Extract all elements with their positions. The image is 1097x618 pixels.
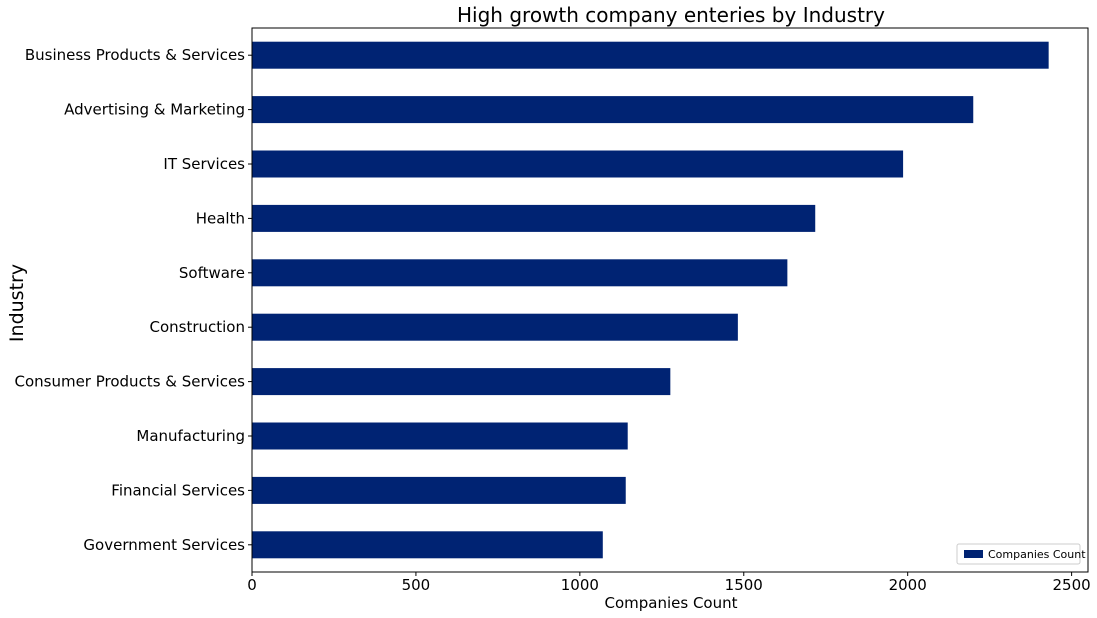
x-tick-label: 1000	[561, 576, 599, 594]
x-tick-label: 2000	[889, 576, 927, 594]
bar-9	[252, 531, 603, 559]
bar-3	[252, 204, 816, 232]
bar-8	[252, 476, 626, 504]
chart-title: High growth company enteries by Industry	[457, 3, 885, 27]
legend-label: Companies Count	[988, 548, 1086, 561]
bar-5	[252, 313, 738, 341]
x-tick-label: 500	[402, 576, 431, 594]
bars-group	[252, 41, 1049, 559]
x-axis-ticks: 0 500 1000 1500 2000 2500	[247, 572, 1091, 594]
category-label: Manufacturing	[136, 427, 245, 445]
category-label: Business Products & Services	[25, 46, 245, 64]
legend-box	[956, 543, 1081, 565]
category-label: Financial Services	[111, 481, 245, 499]
x-tick-label: 2500	[1053, 576, 1091, 594]
category-label: Construction	[149, 318, 245, 336]
bar-4	[252, 259, 788, 287]
bar-6	[252, 368, 671, 396]
x-tick-label: 0	[247, 576, 257, 594]
legend: Companies Count	[956, 543, 1086, 565]
x-tick-label: 1500	[725, 576, 763, 594]
legend-swatch	[964, 550, 983, 558]
category-label: Consumer Products & Services	[14, 373, 245, 391]
category-label: Software	[179, 264, 245, 282]
category-label: Advertising & Marketing	[64, 101, 245, 119]
plot-frame	[251, 27, 1089, 573]
bar-1	[252, 96, 974, 124]
category-labels: Business Products & Services Advertising …	[14, 46, 252, 554]
category-label: Government Services	[83, 536, 245, 554]
category-label: Health	[196, 209, 245, 227]
bar-2	[252, 150, 904, 178]
bar-0	[252, 41, 1049, 69]
bar-7	[252, 422, 628, 450]
y-axis-label: Industry	[6, 264, 28, 342]
category-label: IT Services	[163, 155, 245, 173]
x-axis-label: Companies Count	[604, 594, 737, 612]
